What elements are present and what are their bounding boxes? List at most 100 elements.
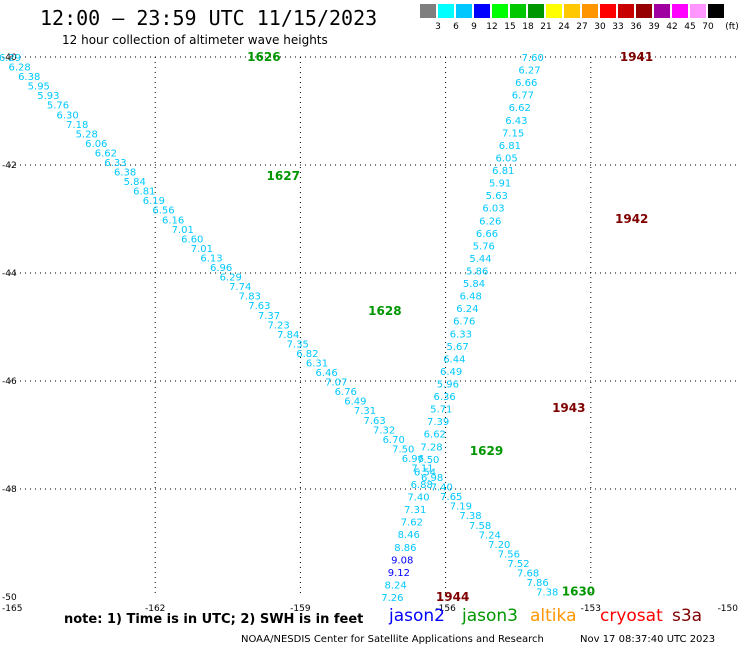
lat-label: -44: [2, 269, 17, 279]
legend-swatch: [438, 4, 454, 18]
track-b-swh-value: 6.66: [476, 229, 498, 240]
track-b-swh-value: 7.39: [427, 417, 449, 428]
track-a-swh-value: 6.96: [402, 454, 424, 465]
lat-label: -48: [2, 485, 17, 495]
satellite-label: altika: [530, 606, 577, 626]
track-a-time-label: 1629: [470, 444, 503, 458]
legend-swatch: [690, 4, 706, 18]
track-a-time-label: 1627: [267, 169, 300, 183]
track-a-swh-value: 7.84: [277, 330, 299, 341]
track-a-swh-value: 5.84: [124, 177, 146, 188]
legend-swatch: [546, 4, 562, 18]
track-a-swh-value: 7.35: [287, 339, 309, 350]
track-a-swh-value: 7.11: [411, 464, 433, 475]
track-b-swh-value: 5.84: [463, 279, 485, 290]
track-a-swh-value: 6.28: [8, 63, 30, 74]
legend-swatch: [420, 4, 436, 18]
lon-label: -150: [718, 604, 739, 614]
legend-label: 3: [435, 22, 441, 32]
track-b-swh-value: 6.62: [424, 430, 446, 441]
lat-label: -46: [2, 377, 17, 387]
track-b-swh-value: 5.76: [473, 241, 495, 252]
track-b-swh-value: 7.26: [381, 593, 403, 604]
legend-label: 12: [486, 22, 498, 32]
track-b-swh-value: 6.43: [505, 116, 527, 127]
track-a-swh-value: 5.28: [76, 129, 98, 140]
track-b-swh-value: 7.28: [420, 442, 442, 453]
track-a-swh-value: 6.13: [200, 254, 222, 265]
legend-label: 45: [684, 22, 696, 32]
track-a-swh-value: 6.30: [56, 110, 78, 121]
legend-swatch: [654, 4, 670, 18]
track-a-swh-value: 5.93: [37, 91, 59, 102]
legend-label: 33: [612, 22, 624, 32]
legend-swatch: [528, 4, 544, 18]
track-a-swh-value: 7.01: [191, 244, 213, 255]
track-b-swh-value: 6.36: [433, 392, 455, 403]
legend-swatch: [708, 4, 724, 18]
track-b-swh-value: 7.62: [401, 518, 423, 529]
legend-unit: (ft): [725, 22, 739, 32]
legend-swatch: [600, 4, 616, 18]
track-a-swh-value: 7.58: [469, 521, 491, 532]
lat-label: -42: [2, 161, 17, 171]
track-a-swh-value: 7.68: [517, 569, 539, 580]
track-a-swh-value: 7.31: [354, 406, 376, 417]
lon-label: -159: [290, 604, 311, 614]
track-a-swh-value: 6.29: [220, 273, 242, 284]
track-a-swh-value: 7.56: [498, 549, 520, 560]
track-b-swh-value: 5.44: [469, 254, 491, 265]
track-a-swh-value: 7.74: [229, 282, 251, 293]
track-b-swh-value: 6.26: [479, 216, 501, 227]
legend-label: 36: [630, 22, 642, 32]
legend-swatch: [636, 4, 652, 18]
track-b-swh-value: 9.08: [391, 555, 413, 566]
track-a-swh-value: 7.18: [66, 120, 88, 131]
track-b-swh-value: 6.62: [509, 103, 531, 114]
track-a-time-label: 1628: [368, 304, 401, 318]
track-a-swh-value: 7.63: [248, 301, 270, 312]
track-b-swh-value: 7.15: [502, 128, 524, 139]
track-a-swh-value: 7.63: [363, 416, 385, 427]
track-a-swh-value: 6.29: [0, 53, 21, 64]
track-b-swh-value: 6.54: [414, 467, 436, 478]
track-b-swh-value: 7.40: [407, 493, 429, 504]
footer-timestamp: Nov 17 08:37:40 UTC 2023: [580, 634, 716, 645]
legend-swatch: [492, 4, 508, 18]
track-a-swh-value: 7.86: [526, 578, 548, 589]
track-b-swh-value: 6.33: [450, 329, 472, 340]
track-a-swh-value: 6.81: [133, 187, 155, 198]
track-a-swh-value: 6.82: [296, 349, 318, 360]
page-title: 12:00 – 23:59 UTC 11/15/2023: [40, 6, 378, 30]
track-a-swh-value: 6.16: [162, 215, 184, 226]
track-a-swh-value: 6.19: [143, 196, 165, 207]
lon-label: -153: [581, 604, 601, 614]
track-a-swh-value: 7.38: [459, 511, 481, 522]
track-a-swh-value: 7.52: [507, 559, 529, 570]
track-a-swh-value: 6.49: [344, 397, 366, 408]
legend-label: 6: [453, 22, 459, 32]
track-b-swh-value: 5.86: [466, 267, 488, 278]
track-b-swh-value: 6.27: [518, 66, 540, 77]
track-b-swh-value: 6.03: [482, 204, 504, 215]
legend-swatch: [564, 4, 580, 18]
legend-swatch: [582, 4, 598, 18]
track-a-swh-value: 5.95: [28, 82, 50, 93]
track-a-swh-value: 6.38: [18, 72, 40, 83]
track-a-swh-value: 7.07: [325, 378, 347, 389]
track-a-swh-value: 7.37: [258, 311, 280, 322]
track-b-swh-value: 6.88: [411, 480, 433, 491]
track-a-swh-value: 7.20: [488, 540, 510, 551]
page-subtitle: 12 hour collection of altimeter wave hei…: [62, 33, 328, 47]
legend-label: 27: [576, 22, 588, 32]
track-b-time-label: 1941: [620, 50, 653, 64]
track-a-swh-value: 5.76: [47, 101, 69, 112]
track-a-time-label: 1626: [247, 50, 280, 64]
track-a-swh-value: 6.33: [104, 158, 126, 169]
track-b-swh-value: 5.96: [437, 380, 459, 391]
lat-label: -50: [2, 593, 17, 603]
track-a-swh-value: 6.06: [85, 139, 107, 150]
track-a-swh-value: 7.50: [392, 444, 414, 455]
track-a-swh-value: 6.46: [315, 368, 337, 379]
track-a-time-label: 1630: [562, 585, 595, 599]
